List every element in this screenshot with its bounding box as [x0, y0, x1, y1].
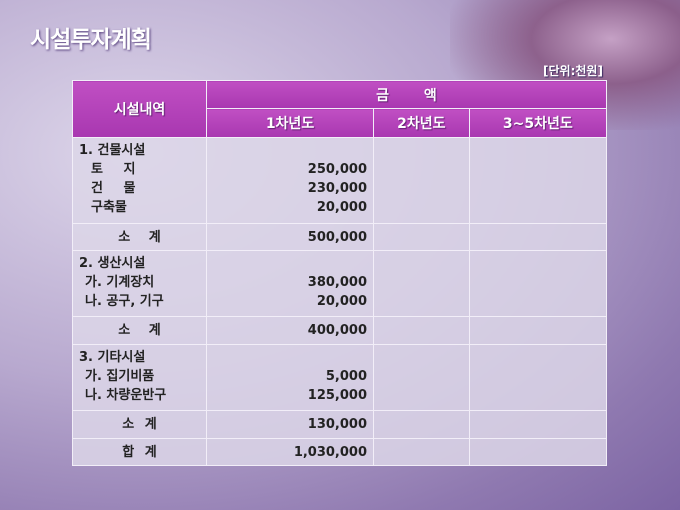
item-label: 나. 공구, 기구 — [85, 294, 164, 309]
item-label: 건 물 — [91, 181, 136, 196]
subtotal-row: 소 계 400,000 — [72, 316, 608, 345]
table-row: 3. 기타시설 가. 집기비품 나. 차량운반구 5,000 125,000 — [72, 344, 608, 411]
header-year-3: 3~5차년도 — [468, 108, 608, 138]
item-label: 가. 집기비품 — [85, 369, 155, 384]
unit-label: [단위:천원] — [543, 64, 603, 78]
subtotal-label: 소 계 — [72, 223, 207, 251]
subtotal-label: 소 계 — [72, 316, 207, 345]
item-label: 구축물 — [91, 200, 127, 215]
header-amount: 금 액 — [206, 80, 607, 109]
subtotal-value: 400,000 — [205, 316, 375, 345]
header-item: 시설내역 — [72, 80, 207, 138]
page-title: 시설투자계획 — [30, 27, 152, 53]
subtotal-value: 500,000 — [205, 223, 375, 251]
total-row: 합 계 1,030,000 — [72, 438, 608, 466]
group-heading: 1. 건물시설 — [79, 143, 146, 158]
investment-table: 시설내역 금 액 1차년도 2차년도 3~5차년도 1. 건물시설 토 지 건 … — [72, 80, 608, 466]
subtotal-value: 130,000 — [205, 410, 375, 439]
table-row: 1. 건물시설 토 지 건 물 구축물 250,000 230,000 20,0… — [72, 137, 608, 224]
item-value: 20,000 — [316, 200, 368, 215]
item-value: 125,000 — [307, 388, 368, 403]
subtotal-row: 소 계 130,000 — [72, 410, 608, 439]
item-label: 가. 기계장치 — [85, 275, 155, 290]
total-label: 합 계 — [72, 438, 207, 466]
total-value: 1,030,000 — [205, 438, 375, 466]
header-year-2: 2차년도 — [373, 108, 470, 138]
item-value: 5,000 — [325, 369, 368, 384]
subtotal-row: 소 계 500,000 — [72, 223, 608, 251]
item-value: 250,000 — [307, 162, 368, 177]
group-heading: 3. 기타시설 — [79, 350, 146, 365]
table-row: 2. 생산시설 가. 기계장치 나. 공구, 기구 380,000 20,000 — [72, 250, 608, 317]
header-year-1: 1차년도 — [205, 108, 375, 138]
group-heading: 2. 생산시설 — [79, 256, 146, 271]
subtotal-label: 소 계 — [72, 410, 207, 439]
item-value: 20,000 — [316, 294, 368, 309]
item-label: 나. 차량운반구 — [85, 388, 167, 403]
item-label: 토 지 — [91, 162, 136, 177]
item-value: 380,000 — [307, 275, 368, 290]
item-value: 230,000 — [307, 181, 368, 196]
